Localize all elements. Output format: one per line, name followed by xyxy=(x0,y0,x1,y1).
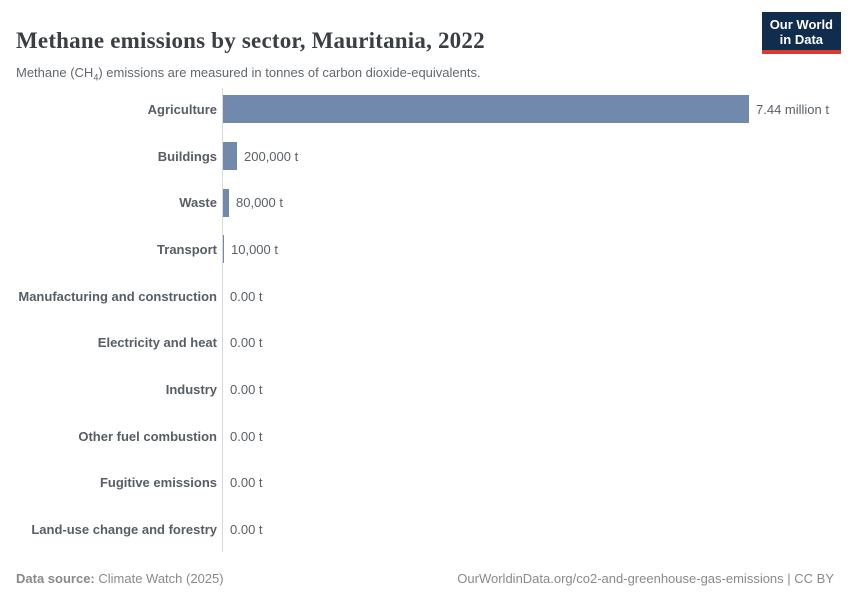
owid-logo-line2: in Data xyxy=(779,32,824,47)
bar-rows: Agriculture 7.44 million t Buildings 200,00… xyxy=(0,86,850,553)
subtitle-text-end: ) emissions are measured in tonnes of ca… xyxy=(98,65,481,80)
bar-row: Buildings 200,000 t xyxy=(0,133,850,180)
category-label: Electricity and heat xyxy=(97,335,217,351)
subtitle-text: Methane (CH xyxy=(16,65,94,80)
value-label: 10,000 t xyxy=(231,241,278,257)
category-label: Agriculture xyxy=(147,101,217,117)
bar-row: Other fuel combustion 0.00 t xyxy=(0,413,850,460)
bar-row: Agriculture 7.44 million t xyxy=(0,86,850,133)
value-label: 7.44 million t xyxy=(756,101,829,117)
category-label: Land-use change and forestry xyxy=(31,522,217,538)
bar xyxy=(223,142,237,171)
bar-row: Electricity and heat 0.00 t xyxy=(0,319,850,366)
owid-logo: Our World in Data xyxy=(761,12,841,54)
category-label: Other fuel combustion xyxy=(78,428,217,444)
category-label: Industry xyxy=(165,381,217,397)
value-label: 0.00 t xyxy=(230,475,263,491)
category-label: Waste xyxy=(179,195,217,211)
value-label: 200,000 t xyxy=(244,148,299,164)
chart-footer: Data source: Climate Watch (2025) OurWor… xyxy=(16,571,834,586)
data-source-label: Data source: xyxy=(16,571,95,586)
value-label: 0.00 t xyxy=(230,522,263,538)
value-label: 0.00 t xyxy=(230,428,263,444)
bar xyxy=(223,188,229,217)
page-title: Methane emissions by sector, Mauritania,… xyxy=(16,28,485,54)
value-label: 0.00 t xyxy=(230,335,263,351)
bar-row: Land-use change and forestry 0.00 t xyxy=(0,506,850,553)
y-axis-line xyxy=(222,88,223,552)
value-label: 0.00 t xyxy=(230,288,263,304)
value-label: 80,000 t xyxy=(236,195,283,211)
category-label: Fugitive emissions xyxy=(99,475,217,491)
category-label: Buildings xyxy=(157,148,217,164)
bar-chart: Agriculture 7.44 million t Buildings 200,00… xyxy=(0,86,850,554)
value-label: 0.00 t xyxy=(230,381,263,397)
category-label: Transport xyxy=(157,241,217,257)
bar-row: Industry 0.00 t xyxy=(0,366,850,413)
chart-subtitle: Methane (CH4) emissions are measured in … xyxy=(16,65,481,83)
bar xyxy=(223,95,749,124)
owid-logo-line1: Our World xyxy=(769,17,833,32)
category-label: Manufacturing and construction xyxy=(18,288,217,304)
bar xyxy=(223,235,224,264)
bar-row: Fugitive emissions 0.00 t xyxy=(0,460,850,507)
bar-row: Transport 10,000 t xyxy=(0,226,850,273)
data-source-value: Climate Watch (2025) xyxy=(94,571,224,586)
credit-line: OurWorldinData.org/co2-and-greenhouse-ga… xyxy=(457,571,834,586)
bar-row: Manufacturing and construction 0.00 t xyxy=(0,273,850,320)
data-source-note: Data source: Climate Watch (2025) xyxy=(16,571,224,586)
subtitle-subscript: 4 xyxy=(93,72,99,83)
bar-row: Waste 80,000 t xyxy=(0,179,850,226)
